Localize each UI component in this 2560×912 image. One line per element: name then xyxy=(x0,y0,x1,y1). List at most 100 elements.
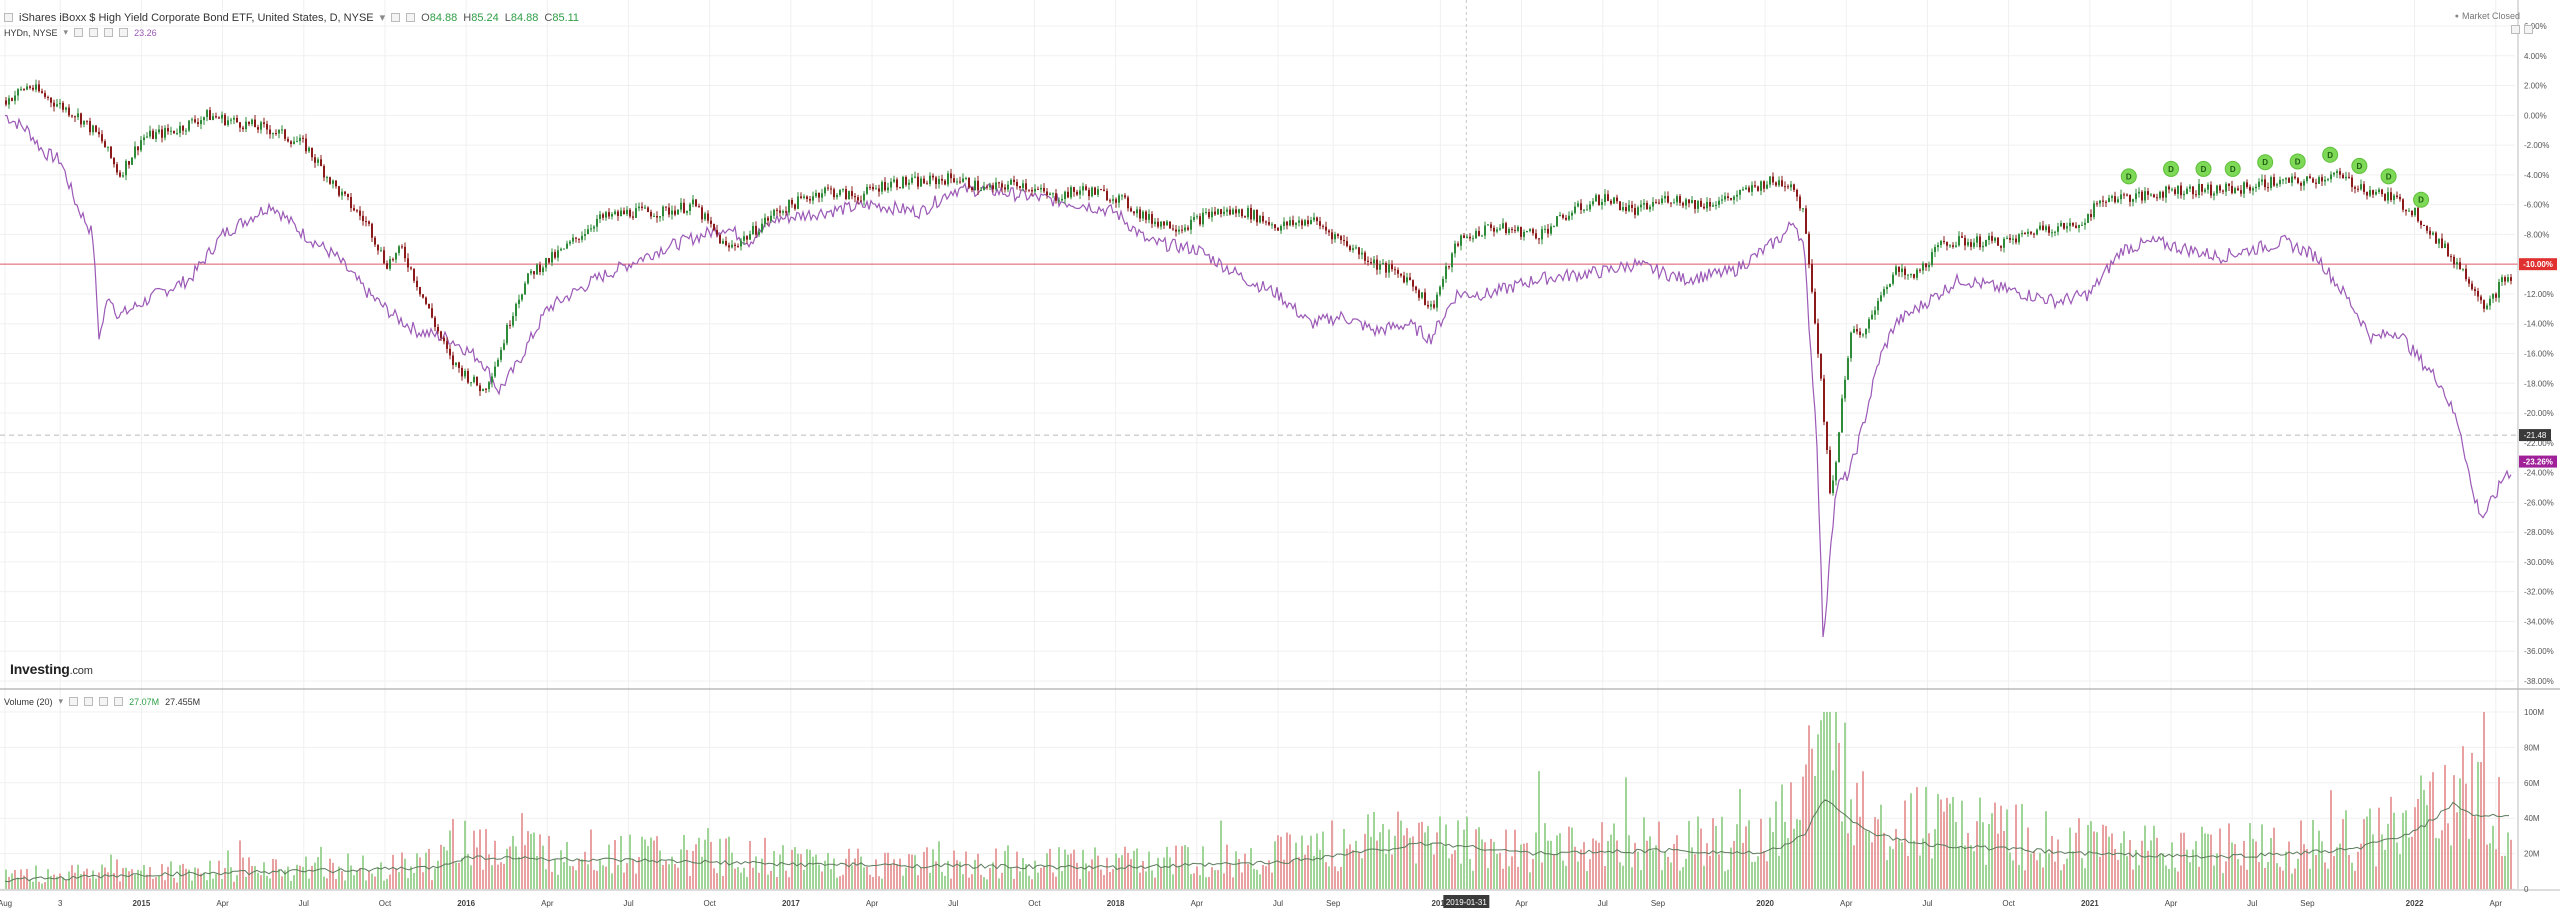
close-icon[interactable] xyxy=(406,13,416,22)
volume-bar xyxy=(2174,867,2176,889)
volume-bar xyxy=(1229,864,1231,889)
candle-body xyxy=(1859,331,1861,335)
settings-icon[interactable] xyxy=(84,697,94,706)
visibility-icon[interactable] xyxy=(74,28,84,37)
candle-body xyxy=(155,132,157,139)
dividend-marker[interactable] xyxy=(2351,157,2368,174)
volume-bar xyxy=(455,862,457,889)
more-icon[interactable] xyxy=(114,697,124,706)
dividend-marker-label: D xyxy=(2168,165,2174,174)
candle-body xyxy=(1064,191,1066,200)
x-tick-label: Sep xyxy=(1326,899,1341,908)
visibility-icon[interactable] xyxy=(69,697,79,706)
maximize-icon[interactable] xyxy=(2511,25,2520,34)
candle-body xyxy=(1931,252,1933,266)
candle-body xyxy=(293,141,295,144)
volume-bar xyxy=(2267,862,2269,889)
candle-body xyxy=(398,246,400,253)
candle-body xyxy=(1478,231,1480,236)
volume-bar xyxy=(1271,872,1273,889)
volume-bar xyxy=(1706,843,1708,889)
close-icon[interactable] xyxy=(99,697,109,706)
dividend-marker[interactable] xyxy=(2257,154,2274,171)
dividend-marker[interactable] xyxy=(2322,146,2339,163)
candle-body xyxy=(2228,183,2230,186)
candle-body xyxy=(962,178,964,182)
candle-body xyxy=(8,98,10,105)
volume-bar xyxy=(866,866,868,889)
dividend-marker[interactable] xyxy=(2195,160,2212,177)
minimize-icon[interactable] xyxy=(2524,25,2533,34)
candle-body xyxy=(1997,237,1999,246)
candle-body xyxy=(23,88,25,90)
candle-body xyxy=(1217,209,1219,215)
volume-bar xyxy=(1802,776,1804,889)
candle-body xyxy=(1157,221,1159,227)
dividend-marker[interactable] xyxy=(2289,153,2306,170)
chevron-down-icon[interactable]: ▾ xyxy=(379,12,386,24)
volume-bar xyxy=(2165,865,2167,889)
volume-bar xyxy=(1160,868,1162,889)
volume-bar xyxy=(1025,864,1027,889)
volume-bar xyxy=(1874,817,1876,889)
volume-bar xyxy=(1607,841,1609,889)
candle-body xyxy=(1409,277,1411,281)
candle-body xyxy=(2198,183,2200,196)
candle-body xyxy=(1463,235,1465,239)
candle-body xyxy=(542,267,544,273)
candle-body xyxy=(2255,186,2257,189)
volume-bar xyxy=(1571,827,1573,889)
volume-bar xyxy=(992,862,994,889)
candle-body xyxy=(905,176,907,185)
more-icon[interactable] xyxy=(119,28,129,37)
candle-body xyxy=(1154,221,1156,224)
chevron-down-icon[interactable]: ▾ xyxy=(63,27,69,37)
candle-body xyxy=(515,303,517,317)
volume-bar xyxy=(2330,790,2332,889)
volume-bar xyxy=(911,854,913,889)
dividend-marker[interactable] xyxy=(2120,168,2137,185)
close-icon[interactable] xyxy=(104,28,114,37)
candle-body xyxy=(194,119,196,123)
y-tick-label: -20.00% xyxy=(2524,409,2554,418)
settings-icon[interactable] xyxy=(89,28,99,37)
candle-body xyxy=(1862,334,1864,336)
candle-body xyxy=(2051,232,2053,234)
settings-icon[interactable] xyxy=(391,13,401,22)
candle-body xyxy=(428,303,430,309)
candle-body xyxy=(152,130,154,139)
volume-bar xyxy=(1172,874,1174,889)
candle-body xyxy=(2399,196,2401,200)
candle-body xyxy=(167,128,169,132)
volume-bar xyxy=(182,863,184,889)
volume-bar xyxy=(1304,854,1306,889)
volume-bar xyxy=(2351,862,2353,889)
volume-bar xyxy=(2363,819,2365,889)
dividend-marker[interactable] xyxy=(2380,168,2397,185)
dividend-marker[interactable] xyxy=(2163,160,2180,177)
volume-bar xyxy=(890,863,892,889)
collapse-icon[interactable] xyxy=(4,13,13,22)
candle-body xyxy=(2084,222,2086,225)
volume-bar xyxy=(392,854,394,889)
volume-bar xyxy=(1265,866,1267,889)
dividend-marker[interactable] xyxy=(2224,160,2241,177)
candle-body xyxy=(785,211,787,213)
candle-body xyxy=(1061,199,1063,201)
candle-body xyxy=(470,382,472,384)
volume-bar xyxy=(2069,827,2071,889)
dividend-marker[interactable] xyxy=(2413,191,2430,208)
volume-bar xyxy=(1283,859,1285,889)
candle-body xyxy=(191,119,193,121)
chevron-down-icon[interactable]: ▾ xyxy=(58,696,64,706)
volume-bar xyxy=(467,853,469,889)
candle-body xyxy=(1760,181,1762,191)
candle-body xyxy=(1613,197,1615,204)
candle-body xyxy=(1142,211,1144,219)
last-price-badge xyxy=(2519,258,2557,271)
dividend-marker-label: D xyxy=(2201,165,2207,174)
volume-bar xyxy=(1484,842,1486,889)
x-tick-label: Sep xyxy=(1651,899,1666,908)
